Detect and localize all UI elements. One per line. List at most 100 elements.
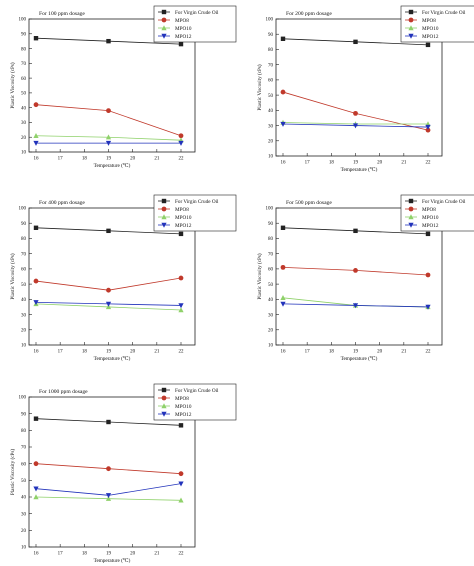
x-axis-label: Temperature (℃) <box>94 557 131 564</box>
data-point <box>353 39 358 45</box>
legend-marker <box>408 214 414 220</box>
legend-marker <box>161 411 167 417</box>
legend-label: MPO8 <box>175 18 189 24</box>
y-tick-label: 60 <box>268 79 274 84</box>
y-tick-label: 60 <box>21 268 27 273</box>
y-tick-label: 60 <box>268 268 274 273</box>
x-tick-label: 19 <box>106 350 112 355</box>
x-tick-label: 17 <box>58 350 64 355</box>
legend-marker <box>161 198 167 204</box>
x-tick-label: 22 <box>179 350 185 355</box>
x-axis-label: Temperature (℃) <box>94 162 131 169</box>
y-tick-label: 50 <box>21 92 27 97</box>
x-tick-label: 21 <box>154 350 160 355</box>
y-tick-label: 60 <box>21 462 27 467</box>
y-axis-label: Plastic Viscosity (cPs) <box>256 64 263 111</box>
data-point <box>280 264 286 270</box>
y-tick-label: 20 <box>268 139 274 144</box>
y-tick-label: 40 <box>21 298 27 303</box>
data-point <box>352 123 359 129</box>
legend-marker <box>161 395 167 401</box>
y-tick-label: 100 <box>19 207 27 212</box>
y-tick-label: 40 <box>268 298 274 303</box>
x-tick-label: 19 <box>353 161 359 166</box>
x-tick-label: 16 <box>281 161 287 166</box>
x-axis-label: Temperature (℃) <box>94 355 131 362</box>
y-tick-label: 30 <box>21 121 27 126</box>
plot-frame <box>28 396 196 548</box>
data-point <box>105 301 112 307</box>
x-tick-label: 22 <box>426 161 432 166</box>
legend-marker <box>161 387 167 393</box>
y-tick-label: 80 <box>21 47 27 52</box>
y-tick-label: 10 <box>21 151 27 156</box>
x-tick-label: 21 <box>154 157 160 162</box>
legend-marker <box>161 33 167 39</box>
y-tick-label: 30 <box>21 313 27 318</box>
data-point <box>106 466 111 472</box>
x-tick-label: 21 <box>154 552 160 557</box>
y-tick-label: 80 <box>21 429 27 434</box>
y-tick-label: 30 <box>268 313 274 318</box>
legend-marker <box>408 206 414 212</box>
y-tick-label: 10 <box>21 546 27 551</box>
data-point <box>105 493 112 499</box>
x-tick-label: 18 <box>82 350 88 355</box>
y-axis-label: Plastic Viscosity (cPs) <box>9 253 16 300</box>
legend-marker <box>161 9 167 15</box>
legend-marker <box>161 222 167 228</box>
y-tick-label: 80 <box>21 237 27 242</box>
legend-marker <box>408 17 414 23</box>
data-point <box>178 471 184 477</box>
legend-label: MPO12 <box>175 412 192 418</box>
y-tick-label: 20 <box>21 328 27 333</box>
legend-label: MPO10 <box>422 26 439 32</box>
data-point <box>178 303 184 309</box>
data-point <box>106 38 111 44</box>
data-point <box>425 304 431 310</box>
y-tick-label: 100 <box>266 18 274 23</box>
legend-marker <box>161 17 167 23</box>
plot-frame <box>28 207 196 346</box>
legend-label: For Virgin Crude Oil <box>175 199 219 205</box>
x-tick-label: 21 <box>401 161 407 166</box>
y-tick-label: 70 <box>21 62 27 67</box>
y-tick-label: 40 <box>21 106 27 111</box>
data-point <box>425 127 431 133</box>
data-point <box>425 42 431 48</box>
data-point <box>178 423 184 428</box>
plot-frame <box>28 18 196 153</box>
legend-label: For Virgin Crude Oil <box>422 199 466 205</box>
legend-label: For Virgin Crude Oil <box>422 10 466 16</box>
x-tick-label: 18 <box>82 552 88 557</box>
x-tick-label: 17 <box>58 552 64 557</box>
legend-label: MPO8 <box>422 18 436 24</box>
chart-panel-2: 10 20 30 40 50 60 70 80 90 100 16 17 18 19 20 21 22 For 2… <box>256 5 474 173</box>
legend-marker <box>161 206 167 212</box>
x-tick-label: 16 <box>281 350 287 355</box>
legend-marker <box>161 25 167 31</box>
legend-label: MPO12 <box>175 34 192 40</box>
data-point <box>106 419 111 425</box>
x-tick-label: 17 <box>305 161 311 166</box>
x-tick-label: 17 <box>58 157 64 162</box>
data-point <box>280 295 286 301</box>
x-tick-label: 18 <box>329 350 335 355</box>
x-tick-label: 22 <box>179 552 185 557</box>
data-point <box>178 275 184 281</box>
x-tick-label: 20 <box>130 350 136 355</box>
x-tick-label: 20 <box>130 552 136 557</box>
y-tick-label: 70 <box>21 446 27 451</box>
y-tick-label: 90 <box>268 222 274 227</box>
y-tick-label: 50 <box>268 94 274 99</box>
data-point <box>280 121 286 127</box>
data-point <box>105 134 112 140</box>
legend-label: MPO10 <box>175 26 192 32</box>
data-point <box>178 133 184 139</box>
data-point <box>280 225 286 230</box>
y-tick-label: 80 <box>268 48 274 53</box>
chart-title: For 200 ppm dosage <box>286 11 332 17</box>
data-point <box>353 268 358 273</box>
data-point <box>280 301 286 307</box>
